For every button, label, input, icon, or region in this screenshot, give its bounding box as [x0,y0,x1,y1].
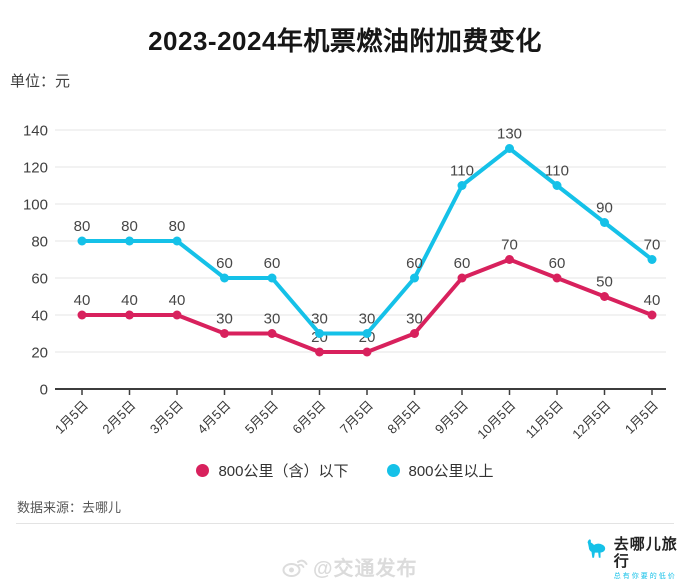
data-point [505,144,514,153]
y-tick-label: 100 [23,197,48,214]
qunar-logo-text: 去哪儿旅行 总有你要的低价 [614,536,690,581]
x-tick-label: 8月5日 [384,398,423,437]
data-point [457,181,467,190]
y-tick-label: 140 [23,123,48,140]
unit-label: 单位：元 [10,73,71,90]
data-point [172,310,182,320]
y-tick-label: 20 [31,345,48,362]
data-label: 90 [596,200,613,217]
x-tick-label: 7月5日 [337,398,376,437]
footer-divider [16,523,674,524]
data-point [552,273,562,283]
x-tick-label: 9月5日 [432,398,471,437]
data-point [267,273,277,283]
data-point [505,255,514,264]
data-label: 30 [311,311,328,328]
data-label: 80 [121,218,138,235]
data-point [77,236,87,246]
data-label: 30 [264,311,281,328]
data-label: 80 [169,218,186,235]
data-label: 60 [216,255,233,272]
x-tick-label: 10月5日 [474,398,518,442]
qunar-brand-name: 去哪儿旅行 [613,536,678,570]
y-tick-label: 120 [23,160,48,177]
legend-item-below-800: 800公里（含）以下 [196,460,349,481]
data-point [600,218,609,227]
x-tick-label: 1月5日 [52,398,91,437]
data-label: 40 [644,292,661,309]
x-tick-label: 4月5日 [194,398,233,437]
y-tick-label: 0 [40,382,48,399]
y-tick-label: 60 [31,271,48,288]
data-point [457,273,467,283]
data-label: 60 [549,255,566,272]
legend-label-above-800: 800公里以上 [408,463,494,480]
x-tick-label: 1月5日 [622,398,661,437]
x-tick-label: 11月5日 [522,398,566,442]
data-label: 60 [264,255,281,272]
x-tick-label: 6月5日 [289,398,328,437]
data-point [647,255,657,264]
data-label: 30 [216,311,233,328]
x-tick-label: 3月5日 [147,398,186,437]
data-point [220,273,229,283]
data-label: 40 [121,292,138,309]
data-label: 50 [596,274,613,291]
x-tick-label: 2月5日 [99,398,138,437]
data-point [267,329,277,338]
x-tick-label: 5月5日 [242,398,281,437]
data-label: 70 [501,237,518,254]
data-point [600,292,609,301]
qunar-logo: 去哪儿旅行 总有你要的低价 [583,536,690,581]
data-source-note: 数据来源：去哪儿 [17,500,122,515]
data-point [315,347,324,357]
data-point [125,310,134,320]
x-tick-label: 12月5日 [569,398,613,442]
chart-legend: 800公里（含）以下 800公里以上 [0,460,690,481]
legend-dot-above-800-icon [386,464,400,477]
data-label: 70 [644,237,661,254]
data-point [362,347,372,357]
data-point [172,236,182,246]
weibo-watermark: @交通发布 [282,552,418,581]
y-tick-label: 80 [31,234,48,251]
camel-shape [587,539,606,558]
legend-label-below-800: 800公里（含）以下 [218,463,349,480]
watermark-text: @交通发布 [313,558,418,580]
data-label: 110 [545,163,569,180]
legend-item-above-800: 800公里以上 [386,460,494,481]
qunar-camel-icon [587,539,606,558]
data-point [315,329,324,338]
data-label: 130 [497,126,522,143]
qunar-slogan: 总有你要的低价 [613,573,677,580]
data-point [410,273,419,283]
data-point [125,236,134,246]
data-point [220,329,229,338]
data-label: 110 [450,163,474,180]
data-label: 40 [169,292,186,309]
data-point [410,329,419,338]
weibo-icon [282,559,308,577]
data-label: 30 [406,311,423,328]
data-point [552,181,562,190]
data-label: 30 [359,311,376,328]
chart-title: 2023-2024年机票燃油附加费变化 [148,26,542,56]
data-point [362,329,372,338]
data-point [647,310,657,320]
data-label: 40 [74,292,91,309]
data-label: 60 [454,255,471,272]
data-label: 60 [406,255,423,272]
data-label: 80 [74,218,91,235]
y-tick-label: 40 [31,308,48,325]
legend-dot-below-800-icon [196,464,210,477]
data-point [77,310,87,320]
